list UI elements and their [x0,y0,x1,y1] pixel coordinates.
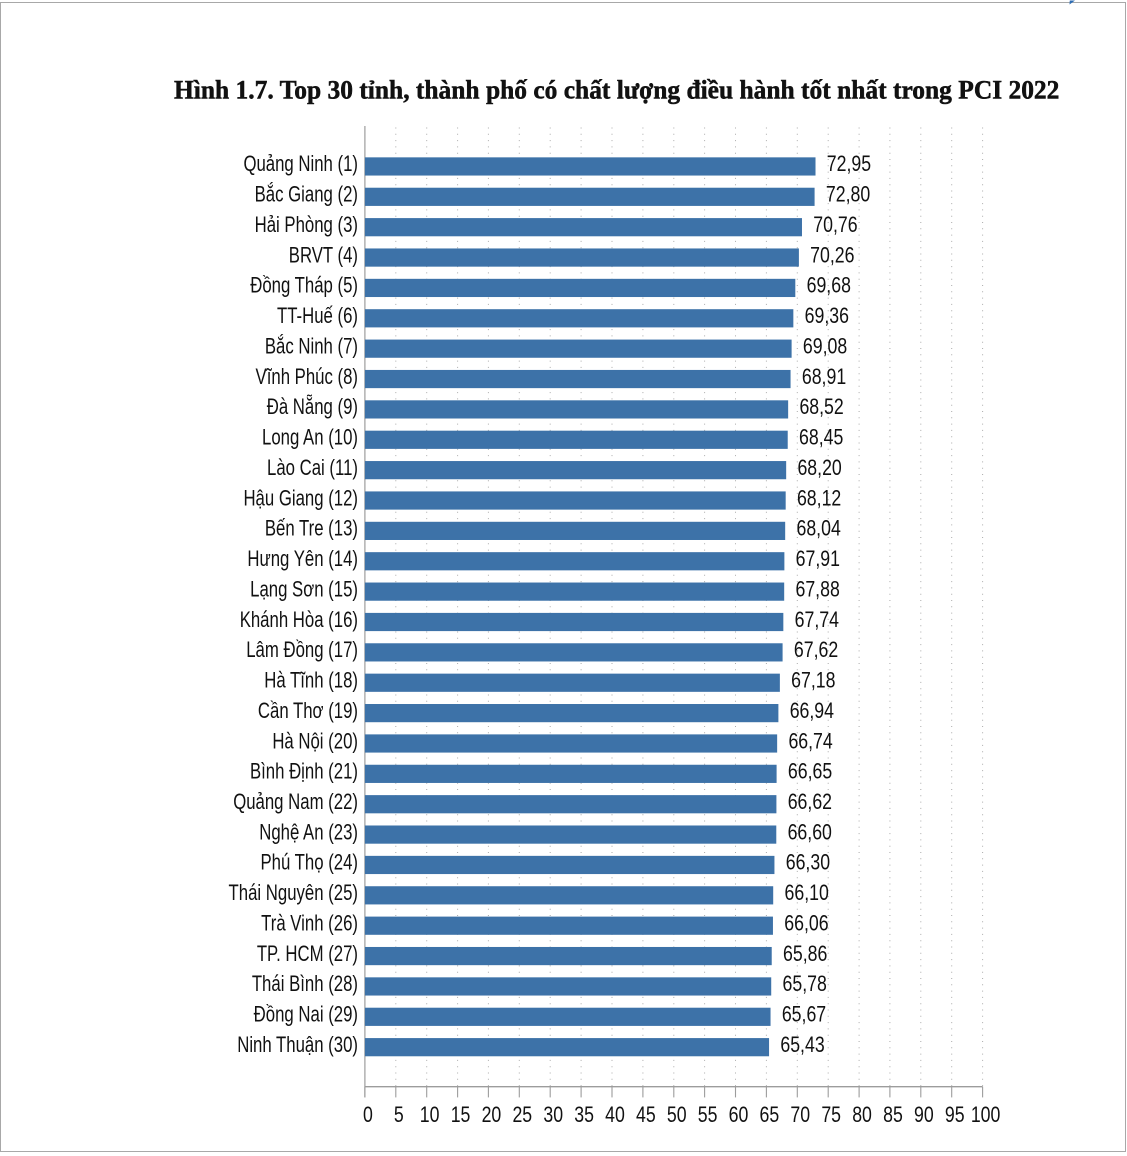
svg-text:68,20: 68,20 [797,456,841,480]
svg-text:69,36: 69,36 [805,304,849,328]
svg-text:67,91: 67,91 [796,547,840,571]
svg-text:Hà Tĩnh (18): Hà Tĩnh (18) [264,668,358,693]
svg-text:72,80: 72,80 [826,183,870,207]
svg-text:95: 95 [945,1103,965,1127]
svg-text:66,94: 66,94 [790,699,834,723]
svg-text:Hưng Yên (14): Hưng Yên (14) [247,547,358,572]
svg-text:0: 0 [363,1103,373,1127]
svg-text:Bến Tre (13): Bến Tre (13) [265,517,358,542]
svg-text:68,52: 68,52 [799,395,843,419]
svg-text:Đồng Nai (29): Đồng Nai (29) [254,1002,358,1027]
svg-text:66,74: 66,74 [788,730,832,754]
svg-text:85: 85 [883,1103,903,1127]
svg-text:Phú Thọ (24): Phú Thọ (24) [261,851,358,876]
svg-text:66,10: 66,10 [784,881,828,905]
svg-text:Lâm Đồng (17): Lâm Đồng (17) [246,638,358,663]
svg-text:Trà Vinh (26): Trà Vinh (26) [261,911,358,936]
svg-text:5: 5 [394,1103,404,1127]
svg-text:Quảng Ninh (1): Quảng Ninh (1) [243,152,358,177]
svg-text:65,67: 65,67 [782,1003,826,1027]
svg-text:80: 80 [852,1103,872,1127]
svg-text:65: 65 [760,1103,780,1127]
svg-text:Thái Nguyên (25): Thái Nguyên (25) [229,881,358,906]
svg-text:68,12: 68,12 [797,487,841,511]
svg-text:67,74: 67,74 [795,608,839,632]
svg-text:Bình Định (21): Bình Định (21) [250,760,358,785]
svg-text:67,18: 67,18 [791,669,835,693]
svg-text:90: 90 [914,1103,934,1127]
svg-text:68,45: 68,45 [799,426,843,450]
svg-text:Long An (10): Long An (10) [262,425,358,450]
svg-text:45: 45 [636,1103,656,1127]
svg-text:Hà Nội (20): Hà Nội (20) [272,729,358,754]
svg-text:65,78: 65,78 [783,973,827,997]
svg-text:55: 55 [698,1103,718,1127]
svg-text:20: 20 [482,1103,502,1127]
svg-text:68,04: 68,04 [796,517,840,541]
svg-text:70,76: 70,76 [813,213,857,237]
svg-text:Hình 1.7. Top 30 tỉnh, thành p: Hình 1.7. Top 30 tỉnh, thành phố có chất… [174,75,1059,104]
svg-text:65,43: 65,43 [780,1033,824,1057]
svg-text:69,08: 69,08 [803,335,847,359]
svg-text:66,60: 66,60 [788,821,832,845]
svg-text:66,06: 66,06 [784,912,828,936]
svg-text:Lạng Sơn (15): Lạng Sơn (15) [250,577,358,602]
svg-text:75: 75 [821,1103,841,1127]
svg-text:100: 100 [971,1103,1001,1127]
svg-text:30: 30 [543,1103,563,1127]
svg-text:Vĩnh Phúc (8): Vĩnh Phúc (8) [256,365,358,390]
svg-text:25: 25 [512,1103,532,1127]
svg-text:10: 10 [420,1103,440,1127]
svg-text:66,62: 66,62 [788,790,832,814]
svg-text:60: 60 [729,1103,749,1127]
svg-text:70: 70 [790,1103,810,1127]
svg-text:Thái Bình (28): Thái Bình (28) [252,972,358,997]
svg-text:67,88: 67,88 [795,578,839,602]
svg-text:67,62: 67,62 [794,638,838,662]
svg-text:66,30: 66,30 [786,851,830,875]
svg-text:68,91: 68,91 [802,365,846,389]
svg-text:70,26: 70,26 [810,244,854,268]
svg-text:65,86: 65,86 [783,942,827,966]
svg-text:Nghệ An (23): Nghệ An (23) [259,820,358,845]
svg-text:Quảng Nam (22): Quảng Nam (22) [233,790,358,815]
svg-text:TT-Huế (6): TT-Huế (6) [277,304,358,329]
svg-text:66,65: 66,65 [788,760,832,784]
svg-text:50: 50 [667,1103,687,1127]
svg-text:TP. HCM (27): TP. HCM (27) [257,942,358,967]
svg-text:Khánh Hòa (16): Khánh Hòa (16) [240,608,358,633]
svg-text:35: 35 [574,1103,594,1127]
svg-text:15: 15 [451,1103,471,1127]
svg-text:Lào Cai (11): Lào Cai (11) [267,456,358,481]
svg-text:Đồng Tháp (5): Đồng Tháp (5) [250,274,358,299]
svg-text:72,95: 72,95 [827,153,871,177]
svg-text:Hậu Giang (12): Hậu Giang (12) [243,486,358,511]
svg-text:Bắc Giang (2): Bắc Giang (2) [255,181,358,207]
svg-text:BRVT (4): BRVT (4) [289,243,358,268]
svg-text:69,68: 69,68 [807,274,851,298]
svg-text:Hải Phòng (3): Hải Phòng (3) [255,213,358,238]
svg-text:Ninh Thuận (30): Ninh Thuận (30) [237,1033,358,1058]
svg-text:Cần Thơ (19): Cần Thơ (19) [258,699,358,724]
svg-text:Đà Nẵng (9): Đà Nẵng (9) [267,394,358,420]
svg-text:40: 40 [605,1103,625,1127]
svg-text:Bắc Ninh (7): Bắc Ninh (7) [265,333,358,359]
